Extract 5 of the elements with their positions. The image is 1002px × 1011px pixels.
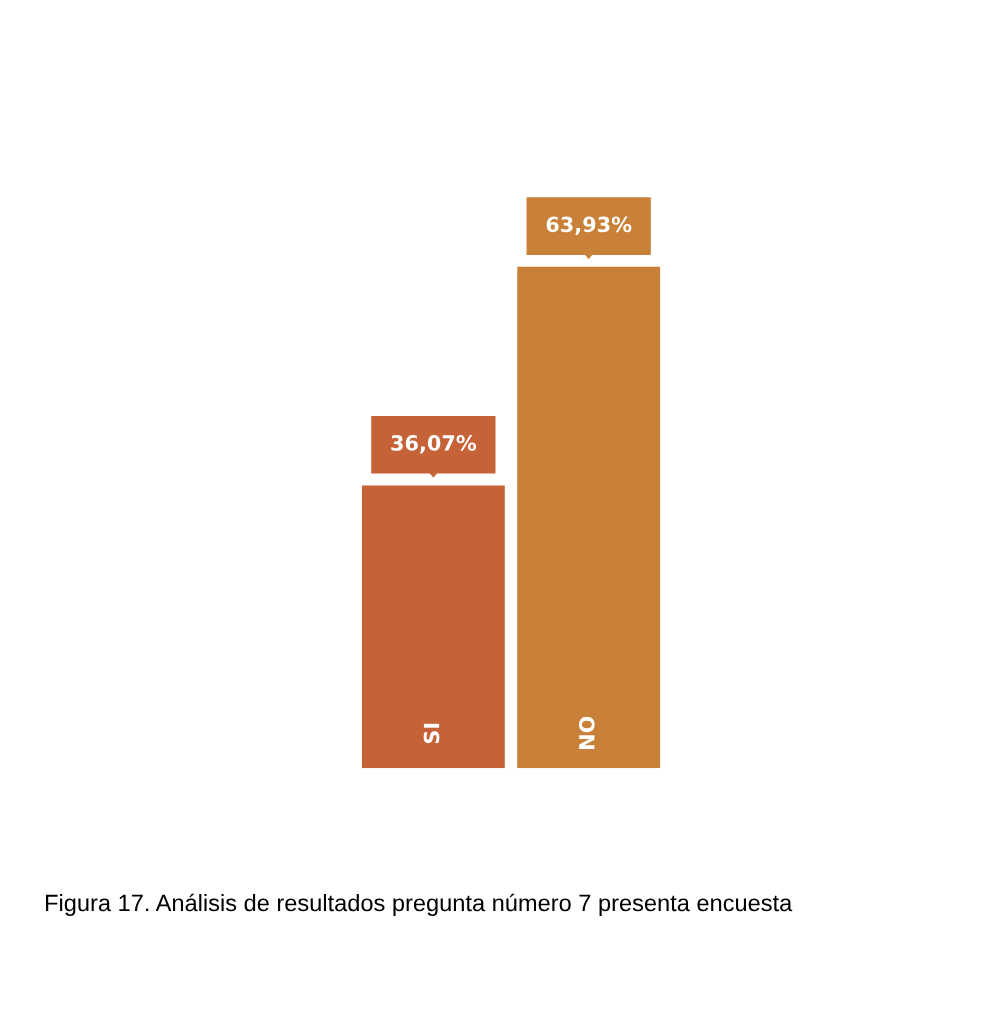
- data-label: 63,93%: [546, 216, 632, 235]
- text: Figura 17. Análisis de resultados pregunta número 7 presenta encuesta: [46, 893, 793, 916]
- x-tick-label: NO: [578, 716, 595, 749]
- x-tick-label: SI: [423, 723, 440, 744]
- data-label: 36,07%: [391, 435, 477, 454]
